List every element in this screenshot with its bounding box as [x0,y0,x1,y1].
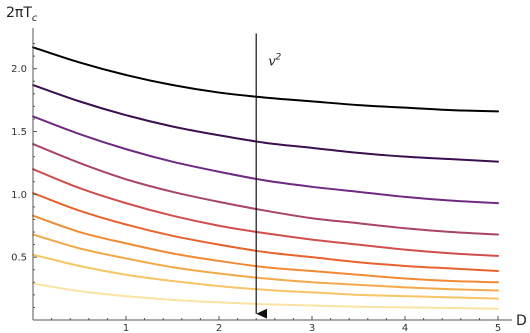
annotation-label: v2 [268,53,281,70]
x-tick-label-5: 5 [495,323,501,333]
annotation-label-main: v [268,55,276,70]
y-tick-label-0.5: 0.5 [11,253,27,264]
series-line-3 [32,115,499,205]
y-tick-label-1.5: 1.5 [11,127,27,138]
y-tick-label-1.0: 1.0 [11,190,27,201]
y-axis-label: 2πTc [6,5,38,24]
series-line-6 [32,192,499,272]
series-line-5 [32,168,499,257]
annotation-label-superscript: 2 [276,53,282,63]
series-layer [32,46,499,310]
series-line-4 [32,143,499,236]
x-tick-label-3: 3 [309,323,315,333]
x-tick-label-1: 1 [123,323,129,333]
y-axis-label-subscript: c [32,13,38,24]
axes-layer: 1 2 3 4 5 0.5 1.0 1.5 2.0 2πTc D [6,5,527,333]
y-axis-label-main: 2πT [6,5,32,21]
x-axis-label: D [516,313,527,329]
series-line-7 [32,214,499,284]
x-tick-label-4: 4 [402,323,408,333]
x-tick-label-2: 2 [216,323,222,333]
series-line-10 [32,282,499,310]
y-tick-label-2.0: 2.0 [11,64,27,75]
series-line-2 [32,84,499,163]
annotation-layer: v2 [255,33,282,319]
series-line-9 [32,253,499,300]
series-line-1 [32,46,499,113]
series-line-8 [32,233,499,292]
